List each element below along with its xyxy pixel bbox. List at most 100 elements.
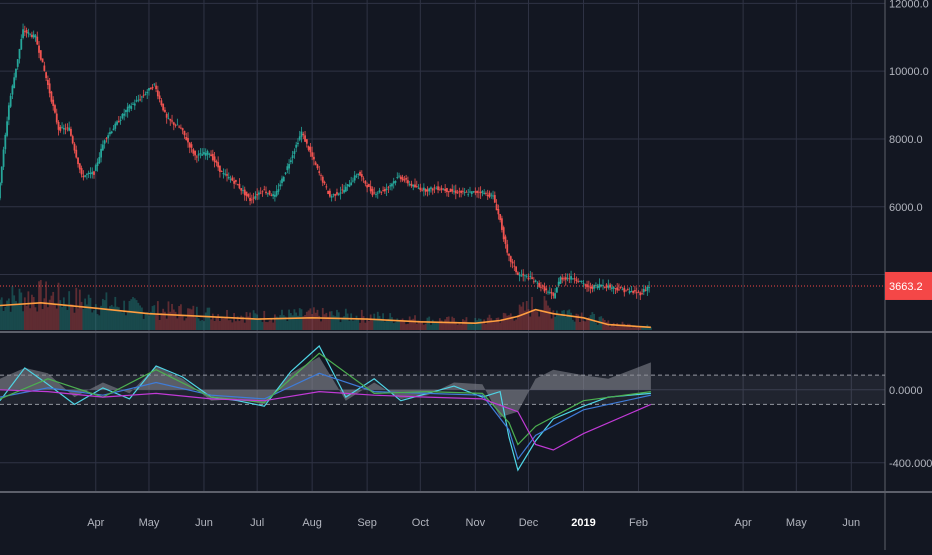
volume-bar: [332, 315, 335, 330]
candle-body: [412, 184, 415, 187]
candle-body: [378, 190, 381, 193]
candle-body: [612, 286, 615, 289]
volume-bar: [330, 311, 333, 330]
candle-body: [27, 32, 30, 34]
candle-body: [648, 287, 651, 288]
candle-body: [309, 146, 312, 153]
candle-body: [440, 187, 443, 190]
candle-body: [229, 178, 232, 180]
candle-body: [94, 165, 97, 171]
volume-bar: [637, 327, 640, 330]
candle-body: [259, 192, 262, 194]
time-tick-label: Jul: [250, 517, 264, 529]
volume-bar: [300, 309, 303, 330]
volume-bar: [323, 314, 326, 330]
candle-body: [123, 113, 126, 116]
volume-bar: [524, 310, 526, 330]
candle-body: [242, 190, 244, 192]
candle-body: [541, 285, 544, 287]
candle-body: [467, 194, 470, 196]
candle-body: [540, 286, 542, 288]
candle-body: [518, 274, 521, 276]
candle-body: [362, 178, 365, 180]
volume-bar: [188, 308, 191, 330]
volume-bar: [96, 314, 99, 330]
candle-body: [70, 128, 72, 136]
volume-bar: [571, 319, 574, 330]
candle-body: [380, 191, 383, 193]
candle-body: [488, 192, 491, 198]
candle-body: [538, 283, 541, 287]
osc-tick-label: 0.0000: [889, 385, 923, 397]
candle-body: [86, 174, 88, 175]
candle-body: [635, 292, 638, 294]
volume-bar: [133, 298, 136, 330]
candle-body: [112, 128, 115, 131]
candle-body: [31, 34, 33, 38]
volume-bar: [444, 319, 447, 330]
candle-body: [492, 195, 494, 197]
volume-bar: [73, 312, 76, 330]
candle-body: [158, 95, 161, 100]
volume-bar: [320, 321, 322, 330]
volume-bar: [224, 317, 227, 330]
volume-bar: [424, 323, 427, 330]
candle-body: [461, 190, 464, 192]
candle-body: [222, 173, 225, 175]
volume-bar: [126, 312, 129, 330]
volume-bar: [497, 317, 500, 330]
volume-bar: [59, 300, 62, 330]
volume-bar: [461, 319, 464, 330]
candle-body: [483, 192, 486, 195]
candle-body: [367, 184, 370, 187]
volume-bar: [355, 315, 358, 330]
candle-body: [513, 265, 516, 267]
volume-bar: [314, 312, 317, 330]
volume-bar: [36, 311, 39, 330]
volume-bar: [398, 321, 400, 330]
candle-body: [217, 162, 220, 168]
candle-body: [0, 166, 3, 183]
candle-body: [543, 286, 546, 292]
candle-body: [341, 189, 344, 191]
candle-body: [339, 192, 342, 194]
candle-body: [447, 191, 450, 193]
candle-body: [437, 186, 439, 191]
candle-body: [192, 149, 195, 154]
volume-bar: [341, 317, 344, 330]
candle-body: [442, 189, 445, 191]
volume-bar: [407, 323, 409, 330]
volume-bar: [180, 304, 182, 330]
candle-body: [238, 183, 241, 189]
candle-body: [469, 191, 471, 193]
candle-body: [295, 144, 298, 148]
volume-bar: [401, 318, 404, 330]
candle-body: [394, 181, 397, 183]
candle-body: [428, 188, 431, 192]
candle-body: [497, 209, 500, 215]
candle-body: [195, 156, 198, 158]
candle-body: [532, 281, 535, 283]
candle-body: [596, 285, 599, 289]
volume-bar: [144, 312, 147, 330]
candle-body: [641, 293, 643, 294]
candle-body: [580, 281, 583, 282]
candle-body: [247, 194, 250, 197]
candle-body: [559, 277, 562, 284]
volume-bar: [566, 310, 569, 330]
candle-body: [256, 193, 259, 196]
volume-bar: [504, 313, 507, 330]
volume-bar: [520, 306, 523, 330]
candle-body: [18, 48, 21, 59]
volume-bar: [288, 309, 290, 330]
candle-body: [350, 182, 353, 186]
volume-bar: [508, 315, 510, 330]
volume-bar: [598, 316, 601, 330]
candle-body: [435, 188, 438, 190]
candle-body: [332, 194, 335, 196]
time-tick-label: Sep: [357, 517, 377, 529]
volume-bar: [614, 326, 617, 330]
volume-bar: [187, 308, 189, 330]
